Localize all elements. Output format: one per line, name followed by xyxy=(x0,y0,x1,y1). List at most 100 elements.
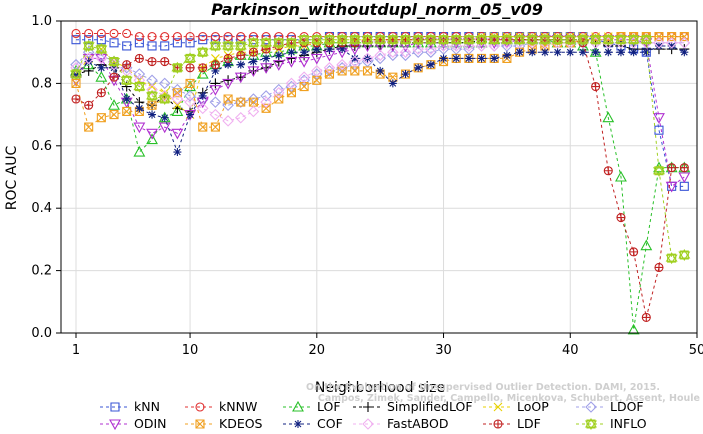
data-point xyxy=(667,41,676,50)
data-point xyxy=(654,32,664,42)
y-axis-label: ROC AUC xyxy=(4,145,20,210)
data-point xyxy=(553,48,562,57)
data-point xyxy=(198,32,208,42)
data-point xyxy=(414,63,423,72)
data-point xyxy=(272,36,285,49)
data-point xyxy=(209,85,222,96)
legend-label: LDOF xyxy=(610,399,644,414)
data-point xyxy=(477,54,486,63)
data-point xyxy=(210,122,220,132)
data-point xyxy=(222,39,235,52)
data-point xyxy=(376,66,385,75)
data-point xyxy=(172,32,182,42)
data-point xyxy=(198,91,207,100)
data-point xyxy=(158,90,171,102)
data-point xyxy=(236,50,246,60)
data-point xyxy=(540,48,549,57)
data-point xyxy=(287,48,296,57)
data-point xyxy=(350,66,360,76)
data-point xyxy=(602,37,615,49)
data-point xyxy=(223,75,234,86)
data-point xyxy=(96,113,106,123)
data-point xyxy=(147,41,157,51)
data-point xyxy=(146,128,158,140)
data-point xyxy=(223,94,233,104)
data-point xyxy=(198,63,208,73)
y-tick-label: 0.0 xyxy=(31,326,52,341)
legend-label: LoOP xyxy=(517,399,549,414)
data-point xyxy=(84,28,94,39)
data-point xyxy=(82,46,95,58)
data-point xyxy=(312,75,322,85)
data-point xyxy=(679,163,689,173)
data-point xyxy=(172,100,182,110)
data-point xyxy=(135,104,144,113)
data-point xyxy=(261,103,271,113)
data-point xyxy=(602,33,615,46)
data-point xyxy=(602,33,615,46)
data-point xyxy=(209,85,222,96)
data-point xyxy=(285,36,298,49)
data-point xyxy=(627,37,640,49)
data-point xyxy=(629,48,638,57)
data-point xyxy=(615,170,627,182)
data-point xyxy=(247,36,260,49)
data-point xyxy=(223,75,234,86)
data-point xyxy=(602,111,615,123)
data-point xyxy=(399,33,412,46)
data-point xyxy=(134,53,144,63)
data-point xyxy=(616,48,625,57)
data-point xyxy=(272,60,285,71)
data-point xyxy=(209,39,222,52)
data-point xyxy=(401,70,410,79)
data-point xyxy=(424,33,437,46)
data-point xyxy=(247,93,260,105)
data-point xyxy=(551,33,564,46)
data-point xyxy=(198,35,208,45)
legend-label: kNNW xyxy=(219,399,257,414)
data-point xyxy=(234,96,247,108)
data-point xyxy=(172,32,182,42)
data-point xyxy=(109,72,119,82)
data-point xyxy=(184,96,196,108)
data-point xyxy=(247,105,260,118)
data-point xyxy=(350,66,360,76)
data-point xyxy=(84,57,93,66)
data-point xyxy=(186,110,195,119)
data-point xyxy=(224,60,233,69)
data-point xyxy=(387,46,399,58)
data-point xyxy=(538,33,551,46)
data-point xyxy=(82,39,95,52)
data-point xyxy=(84,57,93,66)
data-point xyxy=(323,33,336,46)
data-point xyxy=(678,248,691,262)
data-point xyxy=(274,32,284,42)
series-line xyxy=(75,39,685,188)
data-point xyxy=(629,48,638,57)
data-point xyxy=(361,33,374,46)
data-point xyxy=(679,32,689,42)
data-point xyxy=(95,71,108,82)
data-point xyxy=(374,33,387,46)
data-point xyxy=(109,28,119,39)
data-point xyxy=(493,402,503,412)
data-point xyxy=(325,45,334,54)
data-point xyxy=(196,46,209,59)
data-point xyxy=(337,66,347,76)
data-point xyxy=(629,247,638,256)
data-point xyxy=(437,40,450,52)
data-point xyxy=(185,78,195,88)
data-point xyxy=(576,33,589,46)
data-point xyxy=(146,89,159,102)
data-point xyxy=(388,72,398,82)
data-point xyxy=(171,93,184,105)
data-point xyxy=(148,110,157,119)
grid-lines xyxy=(61,20,698,334)
data-point xyxy=(133,68,146,80)
data-point xyxy=(171,61,184,74)
data-point xyxy=(260,63,273,74)
data-point xyxy=(292,400,304,412)
data-point xyxy=(148,110,157,119)
data-point xyxy=(71,78,81,88)
data-point xyxy=(475,33,488,46)
